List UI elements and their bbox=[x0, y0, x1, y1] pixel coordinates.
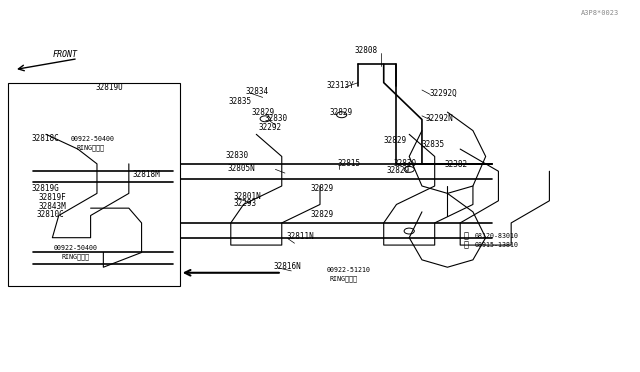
Text: 08915-13810: 08915-13810 bbox=[474, 242, 518, 248]
Text: FRONT: FRONT bbox=[52, 51, 77, 60]
Text: 32830: 32830 bbox=[226, 151, 249, 160]
Text: 00922-50400: 00922-50400 bbox=[54, 245, 98, 251]
Text: 32819G: 32819G bbox=[32, 185, 60, 193]
Text: 32382: 32382 bbox=[445, 160, 468, 169]
Text: 32292Q: 32292Q bbox=[429, 89, 458, 97]
Text: 00922-50400: 00922-50400 bbox=[70, 136, 114, 142]
Text: 32818C: 32818C bbox=[32, 134, 60, 143]
Text: 32829: 32829 bbox=[387, 166, 410, 175]
Text: Ⓑ: Ⓑ bbox=[464, 232, 469, 241]
Text: RINGリング: RINGリング bbox=[330, 275, 358, 282]
Text: 32834: 32834 bbox=[246, 87, 269, 96]
Text: 32830: 32830 bbox=[264, 114, 288, 123]
Text: A3P8*0023: A3P8*0023 bbox=[581, 10, 620, 16]
Text: 32808: 32808 bbox=[355, 46, 378, 55]
Text: 32293: 32293 bbox=[234, 199, 257, 208]
Text: 32819F: 32819F bbox=[38, 193, 66, 202]
Text: 32292N: 32292N bbox=[425, 114, 453, 123]
Text: 32818M: 32818M bbox=[132, 170, 160, 179]
Text: 32829: 32829 bbox=[310, 210, 333, 219]
Text: 32835: 32835 bbox=[229, 97, 252, 106]
Text: Ⓥ: Ⓥ bbox=[464, 241, 469, 250]
Bar bbox=[8, 83, 180, 286]
Text: 32829: 32829 bbox=[330, 108, 353, 118]
Text: 32805N: 32805N bbox=[228, 164, 255, 173]
Text: 32819U: 32819U bbox=[96, 83, 124, 92]
Text: RINGリング: RINGリング bbox=[62, 254, 90, 260]
Text: 32829: 32829 bbox=[384, 137, 407, 145]
Text: 32816N: 32816N bbox=[273, 262, 301, 271]
Text: 32815: 32815 bbox=[338, 158, 361, 168]
Text: 08120-83010: 08120-83010 bbox=[474, 233, 518, 239]
Text: 32829: 32829 bbox=[310, 185, 333, 193]
Text: 32843M: 32843M bbox=[38, 202, 66, 211]
Text: 32830: 32830 bbox=[394, 158, 417, 168]
Text: RINGリング: RINGリング bbox=[77, 145, 104, 151]
Text: 32810C: 32810C bbox=[36, 210, 64, 219]
Text: 32811N: 32811N bbox=[286, 232, 314, 241]
Text: 32835: 32835 bbox=[422, 140, 445, 149]
Text: 00922-51210: 00922-51210 bbox=[326, 267, 371, 273]
Text: 32801N: 32801N bbox=[234, 192, 262, 201]
Text: 32313Y: 32313Y bbox=[326, 81, 354, 90]
Text: 32829: 32829 bbox=[251, 108, 275, 118]
Text: 32292: 32292 bbox=[258, 123, 282, 132]
